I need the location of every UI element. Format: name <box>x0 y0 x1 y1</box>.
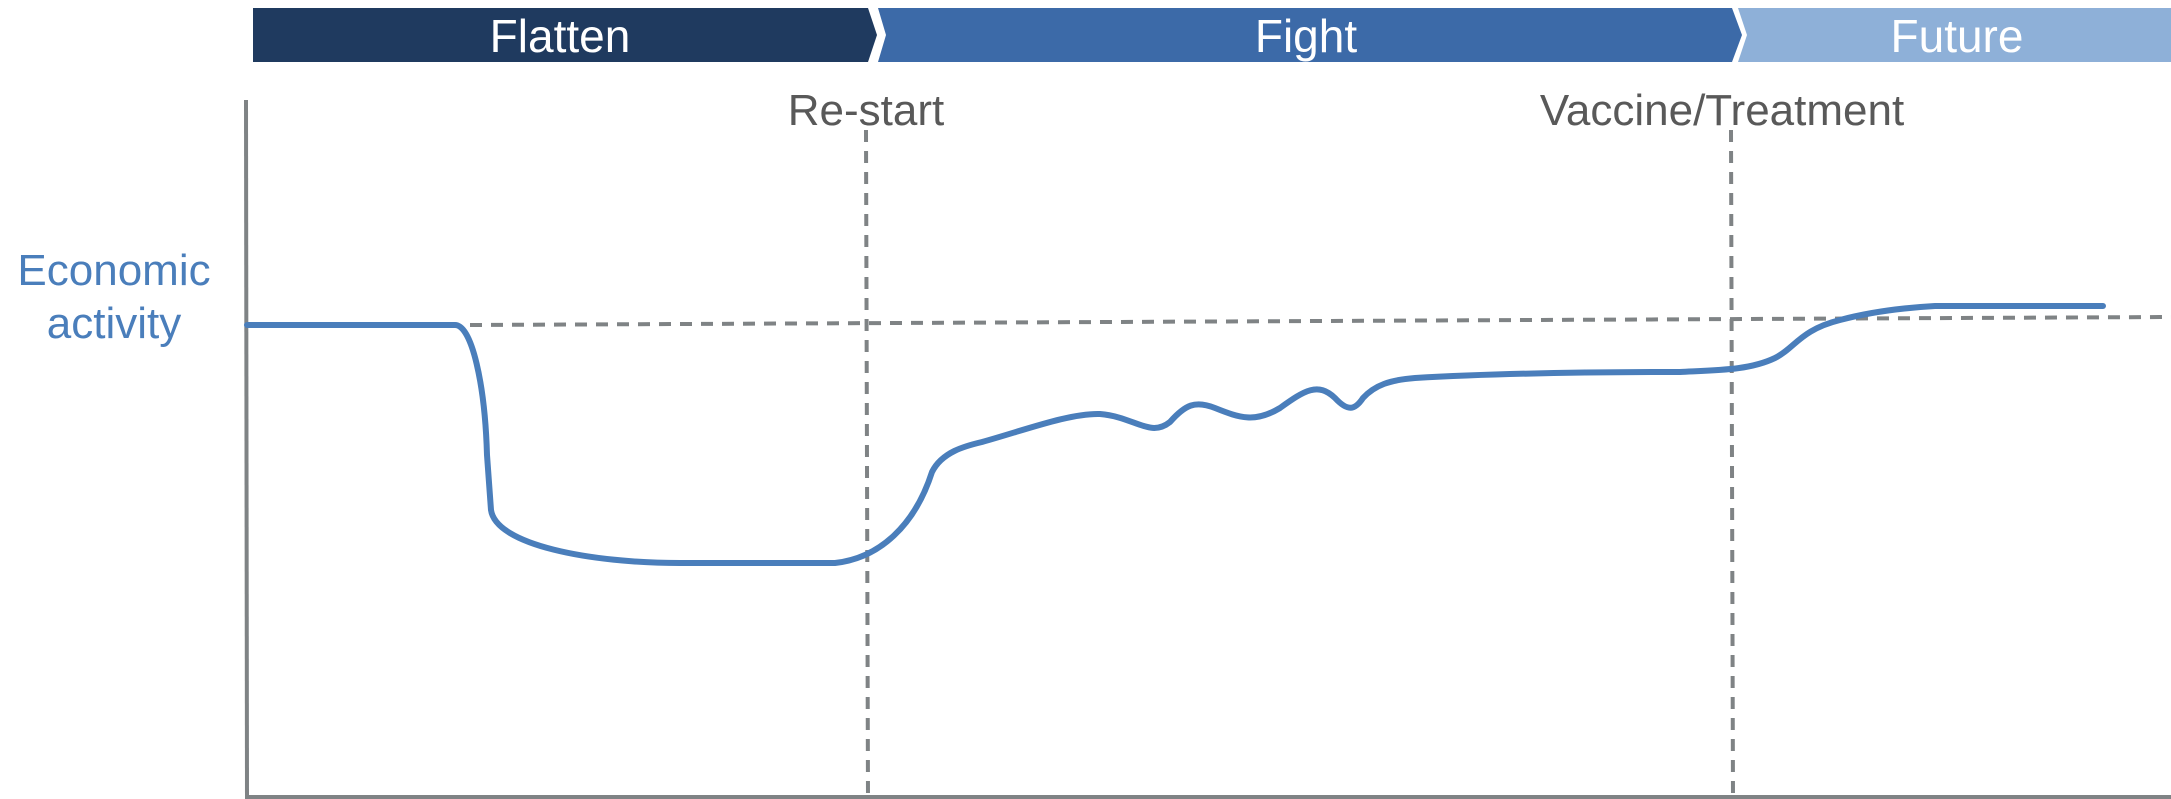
baseline-dashed-line <box>469 315 2171 327</box>
phase-banner: Flatten Fight Future <box>253 8 2171 62</box>
y-axis-label-line2: activity <box>47 299 181 348</box>
economic-activity-curve <box>244 303 2106 566</box>
y-axis <box>244 99 249 799</box>
phase-future-label: Future <box>1891 10 2024 62</box>
phase-fight-label: Fight <box>1255 10 1357 62</box>
restart-marker-line <box>864 129 870 799</box>
phase-flatten-chevron <box>253 8 877 62</box>
phase-future-chevron <box>1738 8 2171 62</box>
y-axis-label-line1: Economic <box>17 246 210 295</box>
vaccine-marker-line <box>1729 129 1735 799</box>
vaccine-marker-label: Vaccine/Treatment <box>1540 86 1904 135</box>
phase-fight-chevron <box>878 8 1742 62</box>
restart-marker-label: Re-start <box>788 86 944 135</box>
phase-flatten-label: Flatten <box>490 10 631 62</box>
